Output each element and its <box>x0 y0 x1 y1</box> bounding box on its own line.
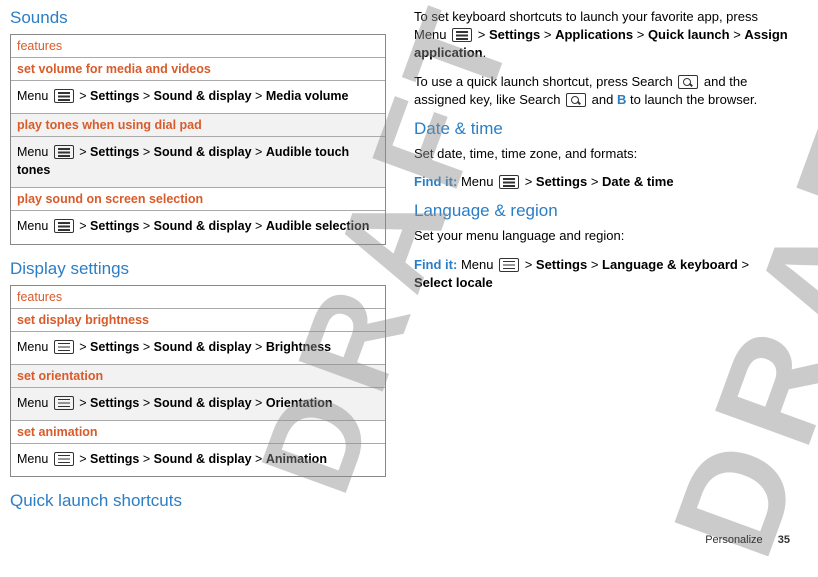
menu-icon <box>54 396 74 410</box>
path-sound-display: Sound & display <box>154 452 252 466</box>
sounds-heading: Sounds <box>10 8 386 28</box>
text: To use a quick launch shortcut, press Se… <box>414 74 676 89</box>
text: and <box>588 92 617 107</box>
sounds-row2-title: play tones when using dial pad <box>11 114 385 137</box>
language-region-heading: Language & region <box>414 201 790 221</box>
date-time-heading: Date & time <box>414 119 790 139</box>
search-icon <box>566 93 586 107</box>
display-features-header: features <box>11 286 385 309</box>
path-settings: Settings <box>90 340 139 354</box>
path-sound-display: Sound & display <box>154 219 252 233</box>
find-it-label: Find it: <box>414 174 457 189</box>
shortcut-key-b: B <box>617 92 626 107</box>
path-settings: Settings <box>90 396 139 410</box>
search-icon <box>678 75 698 89</box>
display-row2-path: Menu > Settings > Sound & display > Orie… <box>11 388 385 421</box>
path-sound-display: Sound & display <box>154 145 252 159</box>
sounds-row3-path: Menu > Settings > Sound & display > Audi… <box>11 211 385 243</box>
display-table: features set display brightness Menu > S… <box>10 285 386 477</box>
sounds-features-header: features <box>11 35 385 58</box>
path-language-keyboard: Language & keyboard <box>602 257 738 272</box>
language-region-intro: Set your menu language and region: <box>414 227 790 245</box>
menu-icon <box>499 175 519 189</box>
path-settings: Settings <box>489 27 540 42</box>
path-sound-display: Sound & display <box>154 340 252 354</box>
display-row2-title: set orientation <box>11 365 385 388</box>
footer-section: Personalize <box>705 534 762 546</box>
menu-icon <box>54 340 74 354</box>
path-settings: Settings <box>90 89 139 103</box>
sounds-table: features set volume for media and videos… <box>10 34 386 245</box>
label-menu: Menu <box>17 89 52 103</box>
path-orientation: Orientation <box>266 396 333 410</box>
date-time-intro: Set date, time, time zone, and formats: <box>414 145 790 163</box>
display-row1-path: Menu > Settings > Sound & display > Brig… <box>11 332 385 365</box>
label-menu: Menu <box>17 396 52 410</box>
menu-icon <box>54 145 74 159</box>
page-footer: Personalize 35 <box>705 534 790 546</box>
path-media-volume: Media volume <box>266 89 349 103</box>
path-applications: Applications <box>555 27 633 42</box>
path-settings: Settings <box>90 452 139 466</box>
text: Menu <box>457 174 497 189</box>
path-select-locale: Select locale <box>414 275 493 290</box>
path-quick-launch: Quick launch <box>648 27 730 42</box>
menu-icon <box>54 89 74 103</box>
sounds-row1-path: Menu > Settings > Sound & display > Medi… <box>11 81 385 114</box>
path-settings: Settings <box>90 145 139 159</box>
right-column: To set keyboard shortcuts to launch your… <box>414 8 790 556</box>
label-menu: Menu <box>17 145 52 159</box>
text: to launch the browser. <box>626 92 757 107</box>
path-settings: Settings <box>536 257 587 272</box>
display-row3-title: set animation <box>11 421 385 444</box>
footer-page-number: 35 <box>778 534 790 546</box>
path-date-time: Date & time <box>602 174 674 189</box>
left-column: Sounds features set volume for media and… <box>10 8 386 556</box>
sounds-row1-title: set volume for media and videos <box>11 58 385 81</box>
label-menu: Menu <box>17 219 52 233</box>
menu-icon <box>54 219 74 233</box>
language-region-findit: Find it: Menu > Settings > Language & ke… <box>414 256 790 292</box>
menu-icon <box>499 258 519 272</box>
path-audible-selection: Audible selection <box>266 219 370 233</box>
quick-launch-para-2: To use a quick launch shortcut, press Se… <box>414 73 790 109</box>
path-sound-display: Sound & display <box>154 89 252 103</box>
display-heading: Display settings <box>10 259 386 279</box>
label-menu: Menu <box>17 340 52 354</box>
find-it-label: Find it: <box>414 257 457 272</box>
display-row1-title: set display brightness <box>11 309 385 332</box>
path-sound-display: Sound & display <box>154 396 252 410</box>
path-settings: Settings <box>536 174 587 189</box>
label-menu: Menu <box>17 452 52 466</box>
sounds-row2-path: Menu > Settings > Sound & display > Audi… <box>11 137 385 188</box>
path-animation: Animation <box>266 452 327 466</box>
sounds-row3-title: play sound on screen selection <box>11 188 385 211</box>
date-time-findit: Find it: Menu > Settings > Date & time <box>414 173 790 191</box>
menu-icon <box>54 452 74 466</box>
quick-launch-heading: Quick launch shortcuts <box>10 491 386 511</box>
path-brightness: Brightness <box>266 340 331 354</box>
quick-launch-para-1: To set keyboard shortcuts to launch your… <box>414 8 790 63</box>
display-row3-path: Menu > Settings > Sound & display > Anim… <box>11 444 385 476</box>
menu-icon <box>452 28 472 42</box>
text: Menu <box>457 257 497 272</box>
path-settings: Settings <box>90 219 139 233</box>
